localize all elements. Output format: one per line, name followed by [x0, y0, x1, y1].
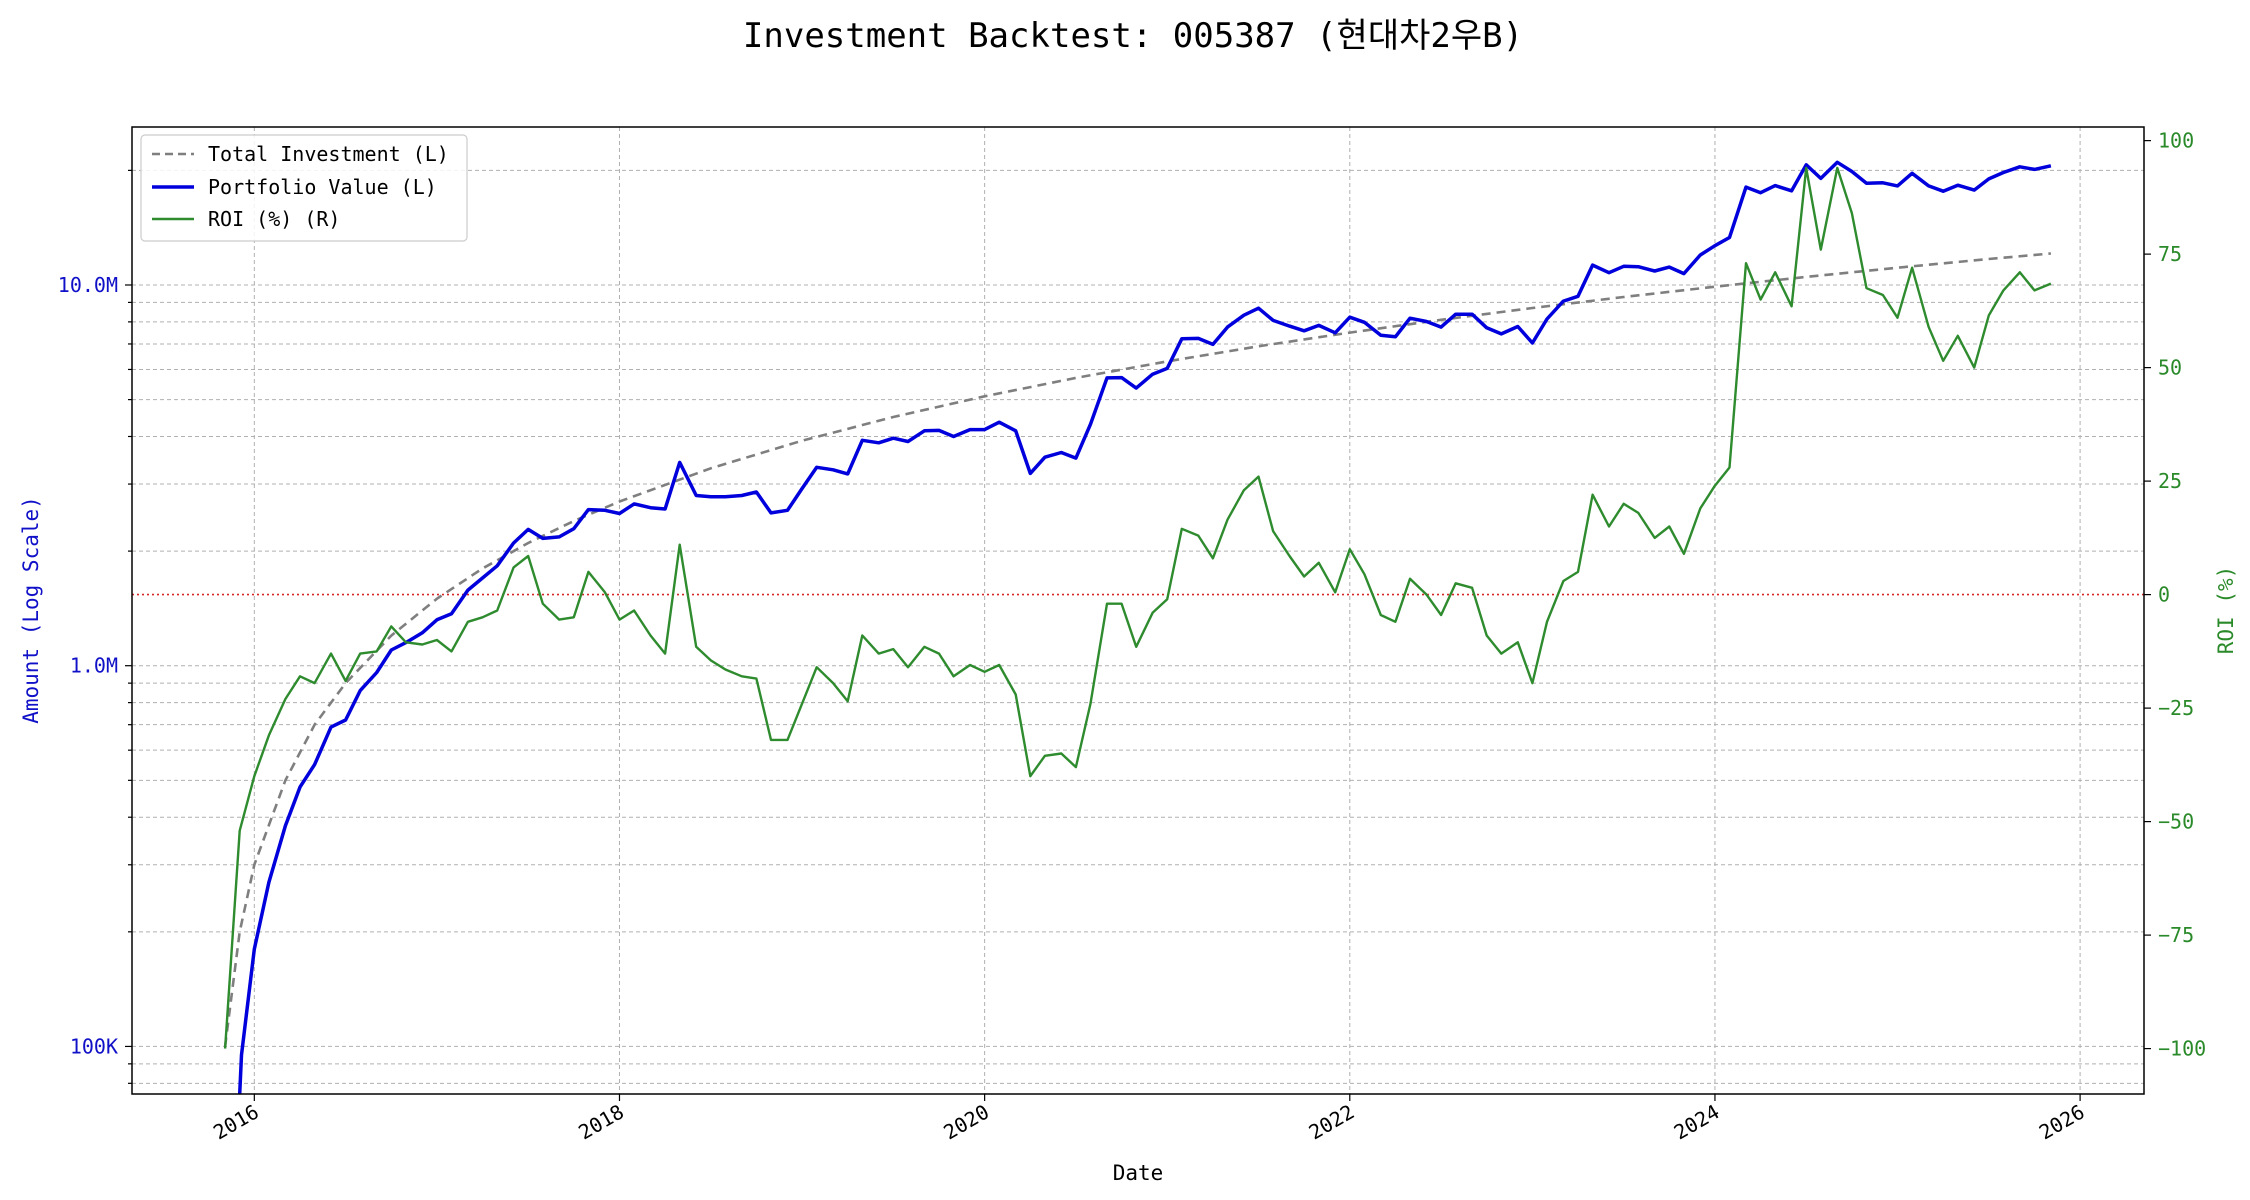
x-axis: 2016 2018 2020 2022 2024 2026: [209, 1094, 2089, 1145]
right-y-axis-label: ROI (%): [2214, 566, 2238, 655]
roi-line: [223, 166, 2052, 1049]
x-tick-label: 2020: [939, 1100, 993, 1145]
right-tick-label: −100: [2158, 1037, 2206, 1061]
plot-frame: [131, 126, 2145, 1095]
left-y-axis: 100K 1.0M 10.0M: [58, 169, 132, 1084]
x-tick-label: 2026: [2035, 1100, 2089, 1145]
x-tick-label: 2018: [574, 1100, 628, 1145]
left-tick-label: 100K: [70, 1034, 118, 1058]
series-lines: [223, 160, 2052, 1095]
right-tick-label: 25: [2158, 469, 2182, 493]
right-tick-label: −50: [2158, 810, 2194, 834]
x-tick-label: 2024: [1670, 1100, 1724, 1145]
right-tick-label: 100: [2158, 129, 2194, 153]
x-axis-label: Date: [1113, 1161, 1164, 1185]
gridlines: [132, 127, 2144, 1094]
legend-label-portfolio-value: Portfolio Value (L): [208, 175, 437, 199]
legend-box: [140, 134, 468, 242]
right-tick-label: −75: [2158, 923, 2194, 947]
right-tick-label: 0: [2158, 583, 2170, 607]
right-tick-label: −25: [2158, 696, 2194, 720]
x-tick-label: 2022: [1305, 1100, 1359, 1145]
left-tick-label: 10.0M: [58, 273, 118, 297]
portfolio-value-line: [237, 160, 2052, 1095]
legend-label-roi: ROI (%) (R): [208, 207, 340, 231]
left-y-axis-label: Amount (Log Scale): [19, 496, 43, 724]
left-tick-label: 1.0M: [70, 654, 118, 678]
legend: Total Investment (L) Portfolio Value (L)…: [140, 134, 468, 242]
right-tick-label: 75: [2158, 242, 2182, 266]
legend-label-total-investment: Total Investment (L): [208, 142, 449, 166]
right-y-axis: −100 −75 −50 −25 0 25 50 75 100: [2144, 129, 2206, 1061]
x-tick-label: 2016: [209, 1100, 263, 1145]
right-tick-label: 50: [2158, 356, 2182, 380]
total-investment-line: [223, 252, 2052, 1047]
chart-title: Investment Backtest: 005387 (현대차2우B): [743, 16, 1523, 56]
